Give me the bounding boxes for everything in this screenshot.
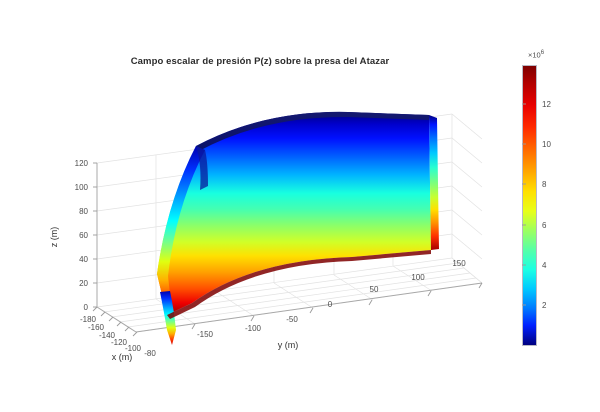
surface-face: [157, 111, 431, 315]
z-axis-ticks: 0 20 40 60 80 100 120 z (m): [49, 159, 97, 312]
x-tick--80: -80: [144, 349, 156, 358]
z-tick-0: 0: [84, 303, 89, 312]
colorbar-ticks: 12 10 8 6 4 2: [522, 100, 551, 310]
y-tick--100: -100: [245, 324, 262, 333]
x-tick--100: -100: [125, 344, 142, 353]
back-right-grid-plane: [451, 113, 483, 284]
y-tick-50: 50: [370, 285, 379, 294]
surface-left-flank: [157, 146, 205, 316]
y-axis-label: y (m): [278, 340, 299, 350]
surface-right-wall: [429, 115, 439, 250]
colorbar-gradient: [523, 66, 536, 345]
colorbar-tick-8: 8: [542, 180, 547, 189]
x-axis-ticks: -180 -160 -140 -120 -100 -80 x (m): [80, 306, 156, 362]
x-tick--180: -180: [80, 315, 97, 324]
x-tick--140: -140: [99, 331, 116, 340]
x-axis-label: x (m): [112, 352, 133, 362]
z-tick-120: 120: [75, 159, 89, 168]
colorbar-exponent-base: ×10: [528, 50, 541, 60]
z-tick-20: 20: [79, 279, 88, 288]
y-tick-150: 150: [452, 259, 466, 268]
z-tick-100: 100: [75, 183, 89, 192]
y-tick--150: -150: [197, 330, 214, 339]
y-tick-100: 100: [411, 273, 425, 282]
colorbar-tick-2: 2: [542, 301, 547, 310]
x-tick--120: -120: [111, 338, 128, 347]
surface-shadow-notch: [196, 146, 208, 190]
z-axis-label: z (m): [49, 227, 59, 248]
colorbar-exponent-power: 6: [540, 50, 545, 56]
z-tick-80: 80: [79, 207, 88, 216]
colorbar-tick-4: 4: [542, 261, 547, 270]
surface-crest-edge: [196, 111, 429, 151]
surface-base-edge: [167, 250, 431, 319]
x-tick--160: -160: [88, 323, 105, 332]
y-tick--50: -50: [286, 315, 298, 324]
z-tick-60: 60: [79, 231, 88, 240]
dam-pressure-surface: [157, 111, 439, 345]
colorbar[interactable]: [522, 65, 537, 346]
y-axis-ticks: -150 -100 -50 0 50 100 150 y (m): [191, 259, 483, 350]
colorbar-tick-12: 12: [542, 100, 551, 109]
colorbar-tick-6: 6: [542, 221, 547, 230]
page-title: Campo escalar de presión P(z) sobre la p…: [130, 56, 390, 67]
colorbar-tick-10: 10: [542, 140, 551, 149]
colorbar-exponent-label: ×106: [528, 50, 544, 60]
y-tick-0: 0: [328, 300, 333, 309]
z-tick-40: 40: [79, 255, 88, 264]
surface-toe: [160, 291, 176, 345]
